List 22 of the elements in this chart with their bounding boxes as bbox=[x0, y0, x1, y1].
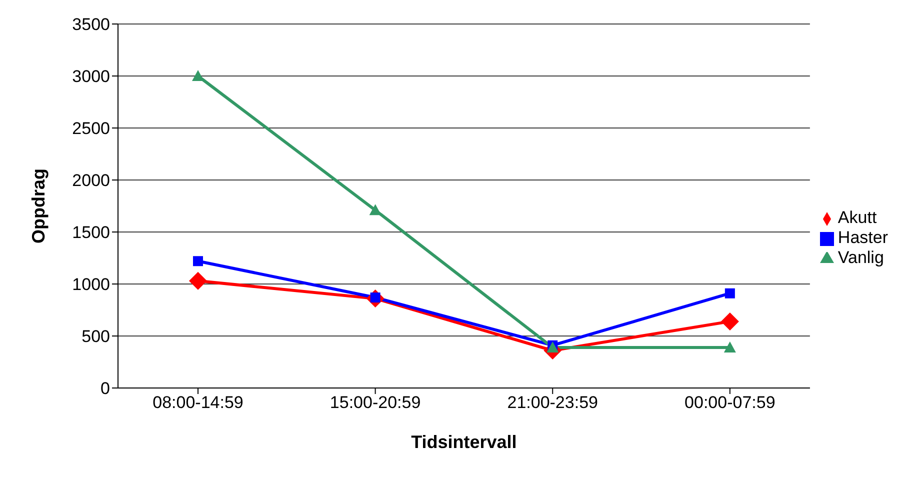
x-tick-label: 08:00-14:59 bbox=[152, 393, 244, 412]
legend-label: Haster bbox=[838, 228, 888, 247]
y-tick-label: 3500 bbox=[72, 15, 110, 34]
x-axis-title: Tidsintervall bbox=[411, 432, 517, 452]
y-tick-label: 2000 bbox=[72, 171, 110, 190]
x-tick-label: 15:00-20:59 bbox=[330, 393, 421, 412]
x-tick-label: 21:00-23:59 bbox=[507, 393, 598, 412]
x-tick-label: 00:00-07:59 bbox=[684, 393, 776, 412]
y-tick-label: 500 bbox=[82, 327, 110, 346]
y-tick-label: 1500 bbox=[72, 223, 110, 242]
point bbox=[193, 256, 203, 266]
point bbox=[724, 341, 736, 352]
point bbox=[189, 272, 207, 290]
legend-label: Vanlig bbox=[838, 248, 884, 267]
y-tick-label: 0 bbox=[100, 379, 110, 398]
y-axis-title: Oppdrag bbox=[28, 168, 48, 244]
y-tick-label: 2500 bbox=[72, 119, 110, 138]
point bbox=[724, 288, 735, 298]
y-tick-label: 1000 bbox=[72, 275, 110, 294]
y-tick-label: 3000 bbox=[72, 67, 110, 86]
legend-label: Akutt bbox=[838, 208, 877, 227]
point bbox=[720, 312, 739, 330]
